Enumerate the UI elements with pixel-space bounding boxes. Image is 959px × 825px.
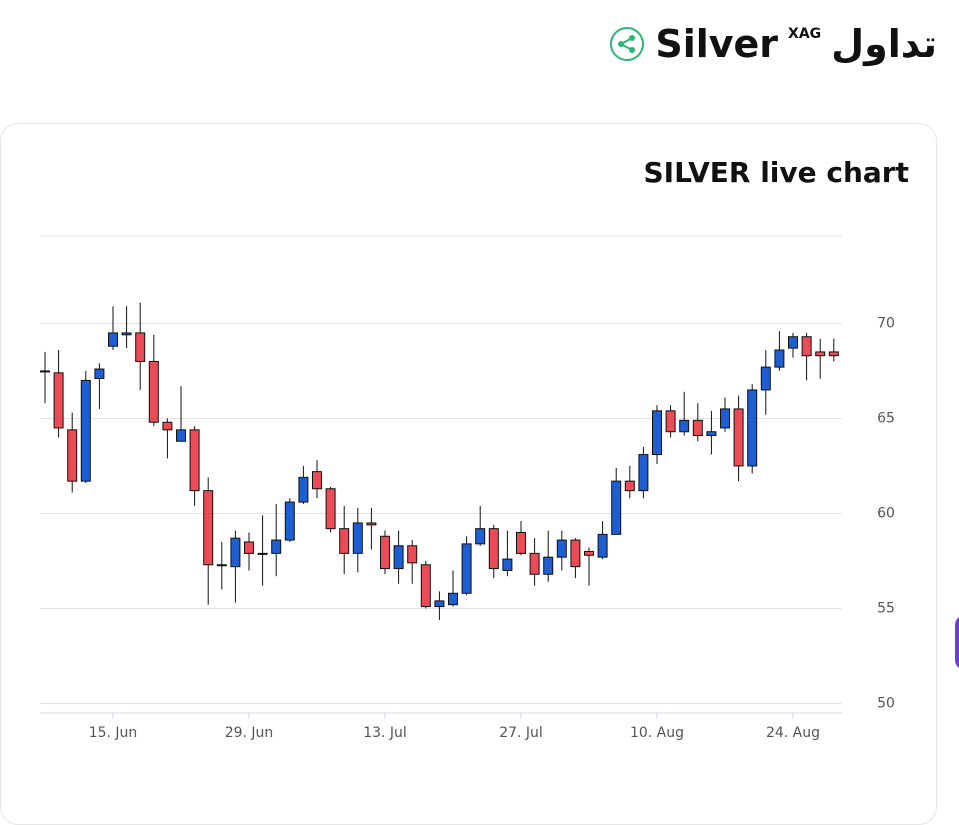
candle-body <box>488 528 499 570</box>
x-tick-label: 15. Jun <box>89 725 138 741</box>
candle-body <box>828 351 839 357</box>
candle-body <box>244 541 254 554</box>
candle-body <box>393 545 404 570</box>
y-tick-label: 60 <box>877 505 895 521</box>
candle-body <box>271 539 282 554</box>
candle-body <box>706 431 717 437</box>
candle-body <box>189 429 200 492</box>
candle-body <box>407 545 418 564</box>
candle-body <box>53 372 64 429</box>
candle-body <box>40 370 50 373</box>
candle-body <box>747 389 758 467</box>
x-tick-label: 27. Jul <box>499 725 543 741</box>
header: Silver XAG تداول <box>609 22 937 66</box>
chart: 50 55 60 65 70 15. Jun 29. Jun 13. Jul 27. Jul 10… <box>40 235 895 741</box>
candle-body <box>597 533 608 558</box>
candle-body <box>162 421 173 431</box>
candle-body <box>556 539 567 558</box>
candle-body <box>339 528 350 554</box>
candle-body <box>67 429 78 482</box>
candle-body <box>529 552 540 575</box>
y-tick-label: 65 <box>877 410 895 426</box>
candle-body <box>788 336 798 349</box>
candle-body <box>584 550 594 556</box>
candle-body <box>774 349 785 368</box>
action: تداول <box>831 22 937 66</box>
candle-body <box>216 564 227 567</box>
candle-body <box>815 351 826 357</box>
candle-body <box>475 528 486 545</box>
share-icon[interactable] <box>609 26 645 62</box>
candle-body <box>80 379 91 482</box>
candle-body <box>543 556 554 575</box>
candle-body <box>665 410 676 433</box>
candle-body <box>121 332 132 336</box>
candle-body <box>624 480 635 492</box>
candle-body <box>312 471 322 490</box>
page: Silver XAG تداول SILVER live chart 50 55 6… <box>0 22 959 825</box>
x-tick-label: 29. Jun <box>225 725 274 741</box>
candle-body <box>257 552 268 555</box>
candle-body <box>502 558 513 571</box>
candle-body <box>230 537 241 568</box>
y-tick-label: 55 <box>877 600 895 616</box>
y-tick-label: 50 <box>877 695 895 711</box>
candle-body <box>298 476 309 503</box>
candle-body <box>203 490 214 566</box>
candle-body <box>801 336 812 357</box>
symbol: XAG <box>788 26 822 42</box>
candle-body <box>570 539 581 568</box>
candle-body <box>448 592 458 606</box>
x-tick-label: 24. Aug <box>766 725 820 741</box>
candle-body <box>461 543 472 594</box>
candle-body <box>366 522 377 526</box>
candle-body <box>420 564 431 608</box>
candle-body <box>516 531 526 554</box>
candle-body <box>652 410 662 456</box>
candle-body <box>720 408 730 429</box>
candle-body <box>325 488 336 530</box>
title: Silver <box>655 22 779 66</box>
candle-body <box>434 600 445 608</box>
candle-body <box>760 366 771 391</box>
candle-body <box>148 360 159 423</box>
candle-body <box>679 419 690 433</box>
chart-title: SILVER live chart <box>643 156 909 189</box>
candle-body <box>380 535 390 570</box>
candle-body <box>352 522 363 554</box>
side-widget[interactable] <box>955 615 959 670</box>
candle-body <box>108 332 118 347</box>
candle-body <box>135 332 146 362</box>
candle-body <box>733 408 744 467</box>
candle-body <box>176 429 186 442</box>
candle-body <box>94 368 105 380</box>
candle-body <box>284 501 295 541</box>
y-tick-label: 70 <box>877 315 895 331</box>
x-tick-label: 13. Jul <box>363 725 407 741</box>
candle-body <box>692 419 703 437</box>
candle-body <box>611 480 622 535</box>
x-tick-label: 10. Aug <box>630 725 684 741</box>
candle-body <box>638 454 649 492</box>
